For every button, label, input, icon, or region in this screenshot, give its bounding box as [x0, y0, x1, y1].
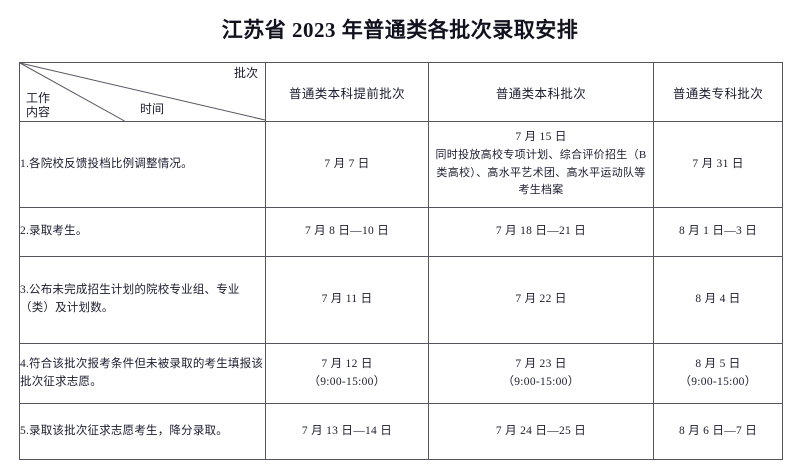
page-title: 江苏省 2023 年普通类各批次录取安排	[221, 18, 579, 42]
schedule-date-cell: 7 月 23 日 （9:00-15:00）	[428, 343, 654, 404]
header-work-label-line2: 内容	[26, 104, 51, 119]
schedule-date-cell: 8 月 1 日—3 日	[653, 207, 783, 257]
column-header-undergrad: 普通类本科批次	[428, 62, 654, 122]
schedule-date: 8 月 5 日	[695, 357, 741, 370]
header-corner-cell: 批次 时间 工作 内容	[19, 62, 266, 122]
schedule-date-cell: 8 月 6 日—7 日	[653, 403, 783, 460]
schedule-date-cell: 7 月 12 日 （9:00-15:00）	[265, 343, 429, 404]
header-batch-label: 批次	[233, 66, 258, 80]
schedule-date-cell: 7 月 22 日	[428, 256, 654, 344]
schedule-date: 7 月 11 日	[321, 293, 373, 306]
task-description: 5.录取该批次征求志愿考生，降分录取。	[19, 403, 266, 460]
schedule-date: 8 月 4 日	[695, 293, 741, 306]
schedule-date: 7 月 7 日	[324, 157, 370, 170]
schedule-date: 7 月 24 日—25 日	[495, 424, 587, 437]
schedule-date-cell: 7 月 11 日	[265, 256, 429, 344]
task-description: 3.公布未完成招生计划的院校专业组、专业（类）及计划数。	[19, 256, 266, 344]
column-header-undergrad-early: 普通类本科提前批次	[265, 62, 429, 122]
schedule-date-cell: 8 月 4 日	[653, 256, 783, 344]
diagonal-divider-icon	[20, 63, 265, 121]
schedule-date-cell: 7 月 7 日	[265, 121, 429, 208]
schedule-date: 7 月 23 日	[515, 357, 567, 370]
schedule-date: 7 月 13 日—14 日	[301, 424, 393, 437]
schedule-date: 7 月 8 日—10 日	[304, 225, 390, 238]
table-header-row: 批次 时间 工作 内容 普通类本科提前批次 普通类本科批次 普通类专科批次	[19, 62, 783, 122]
schedule-date-note: （9:00-15:00）	[679, 375, 757, 388]
schedule-date: 7 月 22 日	[515, 293, 567, 306]
schedule-date-cell: 7 月 31 日	[653, 121, 783, 208]
schedule-date-cell: 7 月 13 日—14 日	[265, 403, 429, 460]
header-work-label: 工作 内容	[26, 91, 50, 119]
table-row: 3.公布未完成招生计划的院校专业组、专业（类）及计划数。 7 月 11 日 7 …	[19, 256, 783, 344]
header-work-label-line1: 工作	[26, 90, 51, 105]
schedule-date-note: 同时投放高校专项计划、综合评价招生（B 类高校）、高水平艺术团、高水平运动队等考…	[435, 148, 647, 197]
schedule-date: 8 月 1 日—3 日	[678, 225, 758, 238]
schedule-date: 7 月 12 日	[321, 357, 373, 370]
schedule-date: 7 月 15 日	[515, 130, 567, 143]
schedule-date: 8 月 6 日—7 日	[678, 424, 758, 437]
schedule-date-note: （9:00-15:00）	[308, 375, 386, 388]
schedule-date: 7 月 31 日	[692, 157, 744, 170]
recruitment-schedule-table: 批次 时间 工作 内容 普通类本科提前批次 普通类本科批次 普通类专科批次 1.…	[19, 62, 783, 460]
schedule-date-cell: 7 月 18 日—21 日	[428, 207, 654, 257]
schedule-date-cell: 8 月 5 日 （9:00-15:00）	[653, 343, 783, 404]
schedule-date: 7 月 18 日—21 日	[495, 225, 587, 238]
column-header-junior-college: 普通类专科批次	[653, 62, 783, 122]
table-row: 4.符合该批次报考条件但未被录取的考生填报该批次征求志愿。 7 月 12 日 （…	[19, 343, 783, 404]
table-row: 2.录取考生。 7 月 8 日—10 日 7 月 18 日—21 日 8 月 1…	[19, 207, 783, 257]
table-row: 5.录取该批次征求志愿考生，降分录取。 7 月 13 日—14 日 7 月 24…	[19, 403, 783, 460]
header-time-label: 时间	[140, 102, 165, 117]
schedule-date-cell: 7 月 24 日—25 日	[428, 403, 654, 460]
table-row: 1.各院校反馈投档比例调整情况。 7 月 7 日 7 月 15 日 同时投放高校…	[19, 121, 783, 208]
schedule-date-note: （9:00-15:00）	[502, 375, 580, 388]
schedule-date-cell: 7 月 8 日—10 日	[265, 207, 429, 257]
task-description: 4.符合该批次报考条件但未被录取的考生填报该批次征求志愿。	[19, 343, 266, 404]
task-description: 2.录取考生。	[19, 207, 266, 257]
task-description: 1.各院校反馈投档比例调整情况。	[19, 121, 266, 208]
schedule-date-cell: 7 月 15 日 同时投放高校专项计划、综合评价招生（B 类高校）、高水平艺术团…	[428, 121, 654, 208]
